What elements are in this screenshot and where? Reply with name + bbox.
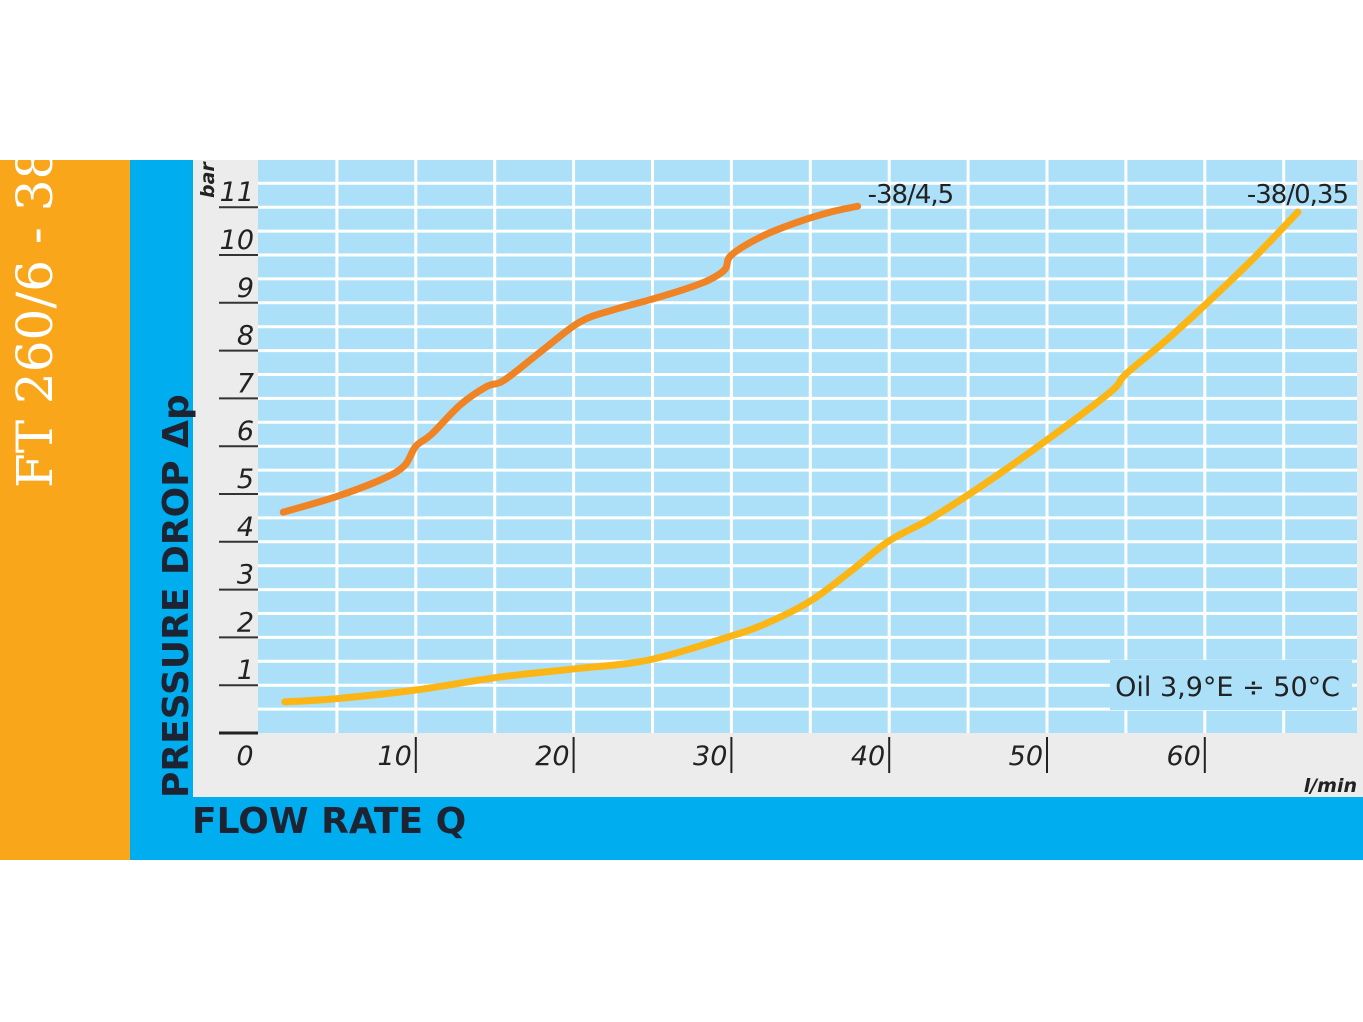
y-tick-label: 7 xyxy=(237,368,254,399)
series-label-0: -38/4,5 xyxy=(868,180,954,210)
y-tick-label: 4 xyxy=(237,512,254,543)
series-group: -38/4,5 -38/0,35 xyxy=(279,180,1349,706)
x-tick-label: 40 xyxy=(851,741,885,772)
y-axis-unit: bar xyxy=(197,161,219,198)
x-tick-label: 60 xyxy=(1166,741,1200,772)
y-axis-title: PRESSURE DROP Δp xyxy=(156,394,197,798)
y-tick-label: 3 xyxy=(237,560,254,591)
series-label-1: -38/0,35 xyxy=(1247,180,1348,210)
x-axis: 0 10 20 30 40 50 60 xyxy=(236,737,1206,773)
y-tick-label: 5 xyxy=(237,464,254,495)
y-tick-label: 10 xyxy=(220,225,254,256)
y-tick-label: 6 xyxy=(237,416,254,447)
x-tick-label: 50 xyxy=(1009,741,1043,772)
series-line-0 xyxy=(279,202,862,516)
y-tick-label: 2 xyxy=(237,607,254,638)
x-tick-label: 30 xyxy=(693,741,727,772)
y-tick-label: 8 xyxy=(237,321,254,352)
annotation-bg xyxy=(1110,660,1352,710)
x-tick-label: 10 xyxy=(377,741,411,772)
title-band xyxy=(0,160,130,860)
y-tick-label: 9 xyxy=(237,273,254,304)
chart-title: FT 260/6 - 38 xyxy=(6,148,64,488)
y-tick-label: 11 xyxy=(220,177,254,208)
y-tick-label: 1 xyxy=(237,655,254,686)
grid xyxy=(258,160,1357,733)
x-axis-unit: l/min xyxy=(1304,775,1357,797)
x-tick-label: 0 xyxy=(236,741,253,772)
x-tick-label: 20 xyxy=(535,741,569,772)
y-axis: 1 2 3 4 5 6 7 8 9 10 11 xyxy=(219,177,258,735)
oil-annotation: Oil 3,9°E ÷ 50°C xyxy=(1115,672,1340,703)
series-line-1 xyxy=(281,208,1302,706)
x-axis-title: FLOW RATE Q xyxy=(192,801,466,842)
